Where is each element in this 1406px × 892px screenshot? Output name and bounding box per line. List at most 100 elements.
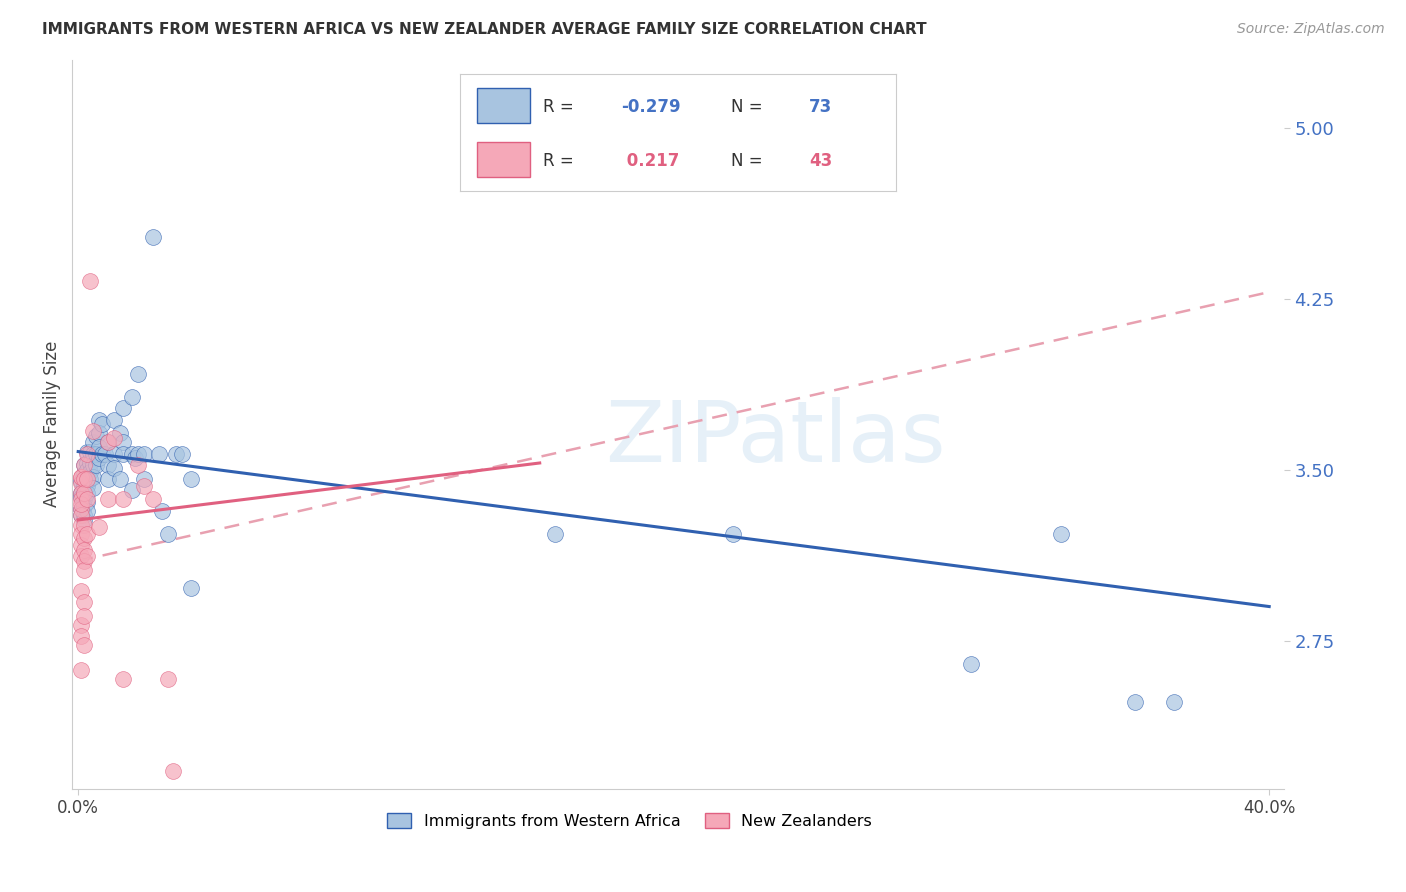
Point — [121, 447, 143, 461]
Point — [148, 447, 170, 461]
Point — [76, 494, 98, 508]
Point — [82, 458, 104, 473]
Point — [73, 638, 96, 652]
Point — [180, 582, 202, 596]
Point — [1123, 695, 1146, 709]
Point — [76, 485, 98, 500]
Point — [97, 458, 120, 473]
Point — [84, 458, 107, 473]
Point — [70, 476, 93, 491]
Point — [76, 504, 98, 518]
Point — [73, 500, 96, 514]
Point — [165, 447, 187, 461]
Point — [87, 520, 110, 534]
Point — [79, 274, 101, 288]
Point — [132, 472, 155, 486]
Point — [111, 447, 134, 461]
Point — [127, 447, 149, 461]
Point — [70, 492, 93, 507]
Point — [70, 485, 93, 500]
Point — [97, 435, 120, 450]
Point — [73, 508, 96, 523]
Point — [180, 472, 202, 486]
Point — [97, 472, 120, 486]
Point — [73, 467, 96, 482]
Text: Source: ZipAtlas.com: Source: ZipAtlas.com — [1237, 22, 1385, 37]
Text: IMMIGRANTS FROM WESTERN AFRICA VS NEW ZEALANDER AVERAGE FAMILY SIZE CORRELATION : IMMIGRANTS FROM WESTERN AFRICA VS NEW ZE… — [42, 22, 927, 37]
Point — [79, 472, 101, 486]
Point — [76, 444, 98, 458]
Point — [127, 458, 149, 473]
Point — [94, 447, 117, 461]
Text: ZIPatlas: ZIPatlas — [605, 397, 945, 480]
Point — [70, 549, 93, 564]
Point — [76, 549, 98, 564]
Point — [121, 483, 143, 498]
Point — [73, 554, 96, 568]
Point — [960, 657, 983, 671]
Point — [73, 563, 96, 577]
Point — [1163, 695, 1185, 709]
Point — [103, 412, 125, 426]
Point — [142, 492, 165, 507]
Point — [87, 426, 110, 441]
Point — [73, 458, 96, 473]
Point — [127, 367, 149, 381]
Point — [70, 490, 93, 504]
Point — [76, 479, 98, 493]
Point — [70, 497, 93, 511]
Point — [103, 460, 125, 475]
Point — [132, 447, 155, 461]
Y-axis label: Average Family Size: Average Family Size — [44, 341, 60, 508]
Point — [87, 412, 110, 426]
Point — [76, 492, 98, 507]
Point — [70, 583, 93, 598]
Point — [124, 451, 146, 466]
Point — [70, 508, 93, 523]
Point — [543, 526, 565, 541]
Point — [97, 435, 120, 450]
Point — [70, 508, 93, 523]
Point — [70, 485, 93, 500]
Point — [103, 447, 125, 461]
Point — [73, 513, 96, 527]
Point — [70, 526, 93, 541]
Point — [70, 538, 93, 552]
Point — [97, 492, 120, 507]
Point — [84, 428, 107, 442]
Point — [91, 417, 114, 432]
Point — [70, 629, 93, 643]
Point — [156, 526, 179, 541]
Point — [76, 463, 98, 477]
Point — [79, 465, 101, 479]
Point — [111, 401, 134, 416]
Point — [723, 526, 745, 541]
Point — [73, 485, 96, 500]
Point — [70, 617, 93, 632]
Point — [70, 474, 93, 488]
Point — [162, 764, 184, 778]
Point — [84, 447, 107, 461]
Point — [76, 469, 98, 483]
Point — [73, 492, 96, 507]
Point — [73, 458, 96, 473]
Point — [91, 447, 114, 461]
Point — [76, 447, 98, 461]
Point — [79, 456, 101, 470]
Point — [70, 517, 93, 532]
Point — [73, 474, 96, 488]
Point — [70, 469, 93, 483]
Point — [76, 456, 98, 470]
Point — [70, 501, 93, 516]
Point — [87, 440, 110, 454]
Point — [82, 435, 104, 450]
Point — [70, 501, 93, 516]
Point — [87, 451, 110, 466]
Point — [82, 424, 104, 438]
Legend: Immigrants from Western Africa, New Zealanders: Immigrants from Western Africa, New Zeal… — [381, 806, 879, 836]
Point — [82, 447, 104, 461]
Point — [142, 230, 165, 244]
Point — [82, 469, 104, 483]
Point — [73, 542, 96, 557]
Point — [156, 673, 179, 687]
